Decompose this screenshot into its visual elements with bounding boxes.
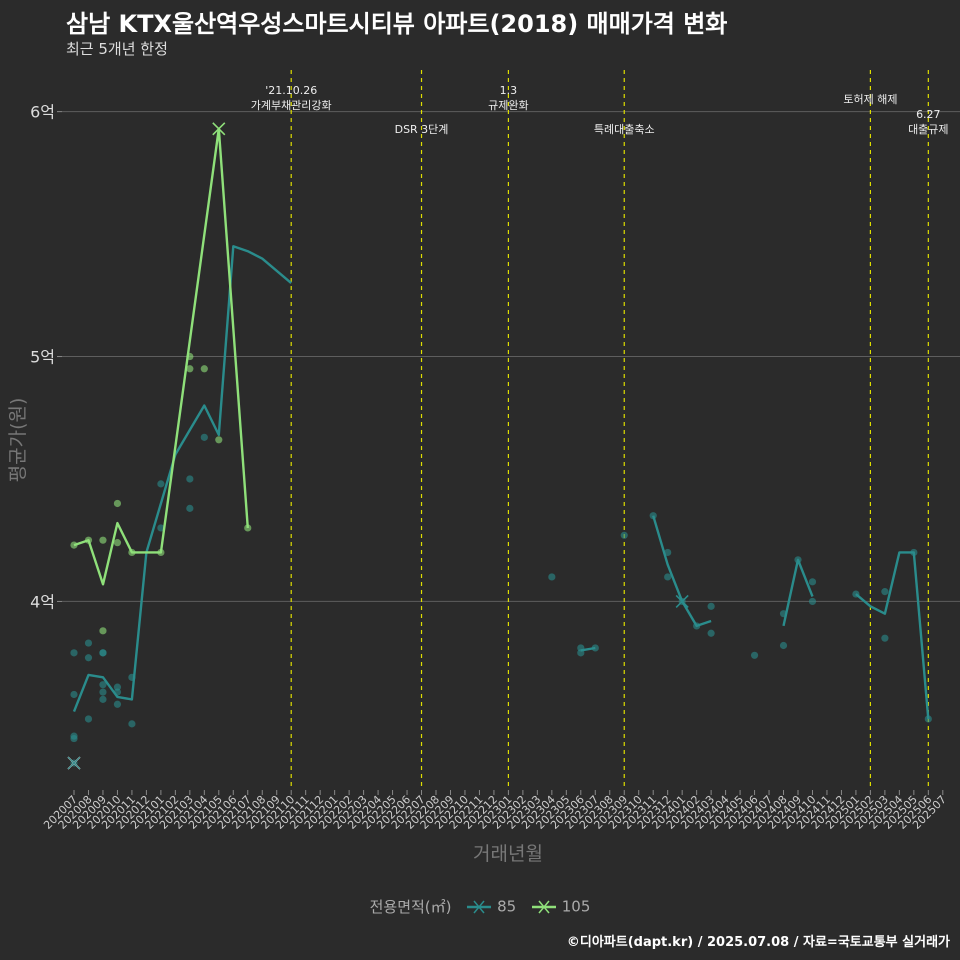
data-point [664, 573, 672, 581]
grid-layer [62, 111, 960, 602]
series-105 [70, 122, 252, 635]
event-annotation-text: DSR 3단계 [395, 123, 449, 136]
source-caption: ©디아파트(dapt.kr) / 2025.07.08 / 자료=국토교통부 실… [566, 935, 950, 950]
series-line-105 [73, 127, 249, 586]
data-point [99, 627, 107, 635]
data-point [808, 578, 817, 586]
data-point [808, 597, 817, 606]
event-lines [290, 70, 929, 790]
data-point [99, 688, 107, 696]
x-axis-ticks: 2020072020082020092020102020112020122021… [41, 790, 949, 832]
event-annotation-text: 6.27 [916, 108, 941, 121]
chart-title: 삼남 KTX울산역우성스마트시티뷰 아파트(2018) 매매가격 변화 [66, 10, 728, 38]
data-point [113, 700, 122, 708]
data-point [548, 573, 556, 581]
data-point [200, 365, 208, 373]
data-point [70, 690, 78, 699]
data-point [186, 475, 194, 483]
series-line-85 [652, 515, 712, 628]
legend-item-85: 85 [466, 897, 516, 916]
series-line-85 [580, 646, 596, 652]
series-line-85 [72, 245, 292, 713]
data-point [113, 499, 122, 508]
series-layer [67, 122, 932, 770]
data-point [84, 715, 93, 723]
data-point [620, 531, 628, 539]
event-annotation-text: 토허제 해제 [843, 92, 897, 106]
data-point [779, 641, 788, 650]
data-point [99, 681, 107, 689]
data-point [84, 639, 93, 647]
data-point [99, 695, 107, 703]
data-point [707, 602, 715, 610]
data-point [157, 524, 165, 532]
legend-item-105: 105 [531, 897, 590, 916]
event-annotation-text: 규제완화 [488, 99, 528, 112]
data-point [70, 734, 78, 743]
data-point [99, 649, 107, 657]
data-point [99, 536, 107, 544]
chart-subtitle: 최근 5개년 한정 [66, 40, 168, 58]
data-point [707, 629, 715, 637]
event-annotation-text: 가계부채관리강화 [251, 99, 332, 112]
data-point [186, 365, 194, 373]
y-tick-label: 6억 [30, 103, 55, 122]
y-axis-label: 평균가(원) [7, 398, 29, 483]
y-tick-label: 5억 [30, 348, 55, 367]
data-point [664, 548, 672, 557]
data-point [186, 504, 194, 512]
legend-swatch-85 [467, 900, 492, 914]
event-annotation-text: 1.3 [500, 84, 518, 97]
legend: 전용면적(㎡) 85 105 [0, 896, 960, 917]
legend-label-85: 85 [497, 897, 517, 916]
max-marker [212, 122, 226, 136]
event-annotation-text: 대출규제 [908, 123, 948, 136]
event-annotation-text: '21.10.26 [265, 84, 317, 97]
data-point [215, 436, 223, 444]
legend-label-105: 105 [561, 897, 591, 916]
event-annotation-text: 특례대출축소 [594, 123, 655, 136]
data-point [881, 634, 889, 642]
series-line-85 [782, 558, 814, 627]
data-point [157, 480, 165, 488]
y-tick-label: 4억 [30, 592, 55, 611]
legend-title: 전용면적(㎡) [369, 898, 452, 916]
min-marker-inner [67, 756, 81, 770]
series-line-85 [855, 551, 930, 720]
max-marker [675, 594, 689, 608]
y-axis-ticks: 4억 5억 6억 [30, 103, 62, 611]
data-point [200, 433, 208, 441]
data-point [84, 654, 93, 662]
legend-swatch-105 [531, 900, 556, 914]
data-point [113, 539, 122, 547]
data-point [750, 651, 759, 659]
data-point [128, 720, 136, 728]
data-point [881, 588, 889, 596]
x-axis-label: 거래년월 [473, 843, 543, 865]
data-point [70, 649, 78, 657]
series-85 [67, 245, 932, 770]
